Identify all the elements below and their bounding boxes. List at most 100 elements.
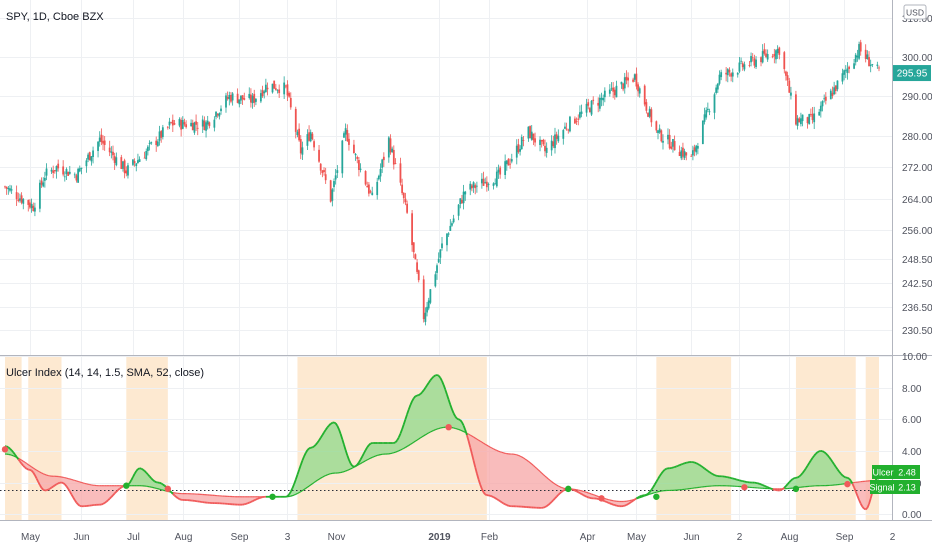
ulcer-line-segment xyxy=(140,467,144,471)
candle xyxy=(379,163,382,182)
candle-body xyxy=(620,81,623,85)
candle xyxy=(353,139,355,154)
ulcer-line-segment xyxy=(72,496,76,501)
candle-body xyxy=(763,49,766,54)
ulcer-line-segment xyxy=(117,487,121,491)
candle-body xyxy=(783,52,786,70)
candle-body xyxy=(42,182,45,187)
candle-body xyxy=(451,223,453,226)
ulcer-line-segment xyxy=(584,495,587,498)
candle xyxy=(786,71,789,86)
candle-body xyxy=(715,87,718,93)
signal-line-segment xyxy=(360,462,363,465)
candle-body xyxy=(577,118,580,120)
candle-body xyxy=(869,64,872,67)
candle xyxy=(534,132,536,147)
candle-body xyxy=(836,80,839,90)
candle-body xyxy=(308,132,310,141)
signal-line-segment xyxy=(403,446,406,449)
candle xyxy=(218,112,221,120)
candle-body xyxy=(112,151,114,156)
bearish-cross-dot xyxy=(1,446,9,453)
ulcer-line-segment xyxy=(62,482,66,486)
candle xyxy=(811,106,814,124)
candle xyxy=(301,141,304,160)
signal-line-segment xyxy=(292,494,295,497)
candle-body xyxy=(228,94,231,100)
currency-badge[interactable]: USD xyxy=(903,4,927,20)
candle xyxy=(824,92,827,105)
candle-body xyxy=(650,109,653,123)
candle xyxy=(672,138,674,153)
candle xyxy=(819,101,822,118)
ulcer-line-segment xyxy=(407,404,412,410)
candle xyxy=(52,165,55,179)
bearish-cross-dot xyxy=(741,484,748,491)
candle-body xyxy=(191,122,194,131)
candle-body xyxy=(761,51,764,63)
ulcer-line-segment xyxy=(29,469,32,472)
candle xyxy=(110,146,113,159)
candle xyxy=(65,167,68,180)
candle-body xyxy=(813,113,816,123)
time-axis[interactable]: May Jun Jul Aug Sep 3 Nov 2019 Feb Apr May Jun 2 Aug S… xyxy=(21,532,896,543)
candle xyxy=(785,70,787,81)
ulcer-line-segment xyxy=(404,413,408,420)
candle-body xyxy=(667,134,669,140)
bullish-cross-dot xyxy=(123,482,130,489)
symbol-title[interactable]: SPY, 1D, Cboe BZX xyxy=(6,11,104,23)
ulcer-line-segment xyxy=(655,478,659,483)
ulcer-line-segment xyxy=(677,464,680,467)
ulcer-line-segment xyxy=(112,492,116,496)
indicator-title[interactable]: Ulcer Index (14, 14, 1.5, SMA, 52, close… xyxy=(6,367,204,379)
candle-body xyxy=(612,87,615,92)
candle xyxy=(853,58,855,70)
candle-body xyxy=(286,84,289,96)
candle xyxy=(133,158,136,167)
time-tick-label: May xyxy=(21,532,40,543)
indicator-axis[interactable]: 10.008.006.004.002.000.00 xyxy=(902,352,927,521)
price-tick-label: 248.50 xyxy=(902,255,932,266)
signal-line-segment xyxy=(537,469,541,472)
candle-body xyxy=(743,64,746,70)
signal-line-segment xyxy=(305,486,308,489)
candle xyxy=(271,83,274,94)
candle xyxy=(730,72,733,82)
candle-body xyxy=(645,102,648,111)
candle-body xyxy=(148,142,151,144)
candle-body xyxy=(472,182,475,188)
bullish-cross-dot xyxy=(565,485,572,493)
ulcer-line-segment xyxy=(801,470,805,474)
candle-body xyxy=(166,126,169,128)
candle xyxy=(597,97,600,113)
signal-line-segment xyxy=(393,451,396,454)
ulcer-badge-value: 2.48 xyxy=(898,468,916,478)
candle xyxy=(306,129,309,151)
ulcer-line-segment xyxy=(561,489,564,493)
ulcer-line-segment xyxy=(660,470,664,475)
candle xyxy=(15,185,18,206)
ulcer-line-segment xyxy=(581,493,584,496)
price-tick-label: 256.00 xyxy=(902,226,932,237)
signal-line-segment xyxy=(74,479,77,482)
candle xyxy=(869,59,872,73)
candle-body xyxy=(864,49,867,59)
candle xyxy=(243,92,246,101)
candle-body xyxy=(610,88,613,90)
candle xyxy=(801,114,804,127)
ulcer-line-segment xyxy=(627,502,631,505)
signal-line-segment xyxy=(400,448,403,451)
candle-body xyxy=(180,119,183,130)
candle-body xyxy=(377,175,380,180)
candle xyxy=(505,160,508,171)
candle xyxy=(294,106,297,139)
candle-body xyxy=(68,171,71,174)
candle xyxy=(854,52,857,66)
ulcer-line-segment xyxy=(343,444,347,451)
candle xyxy=(190,119,192,127)
candle xyxy=(495,166,498,188)
candle xyxy=(673,135,676,151)
candle xyxy=(171,114,174,133)
price-axis[interactable]: 310.00300.00290.00280.00272.00264.00256.… xyxy=(902,14,932,337)
